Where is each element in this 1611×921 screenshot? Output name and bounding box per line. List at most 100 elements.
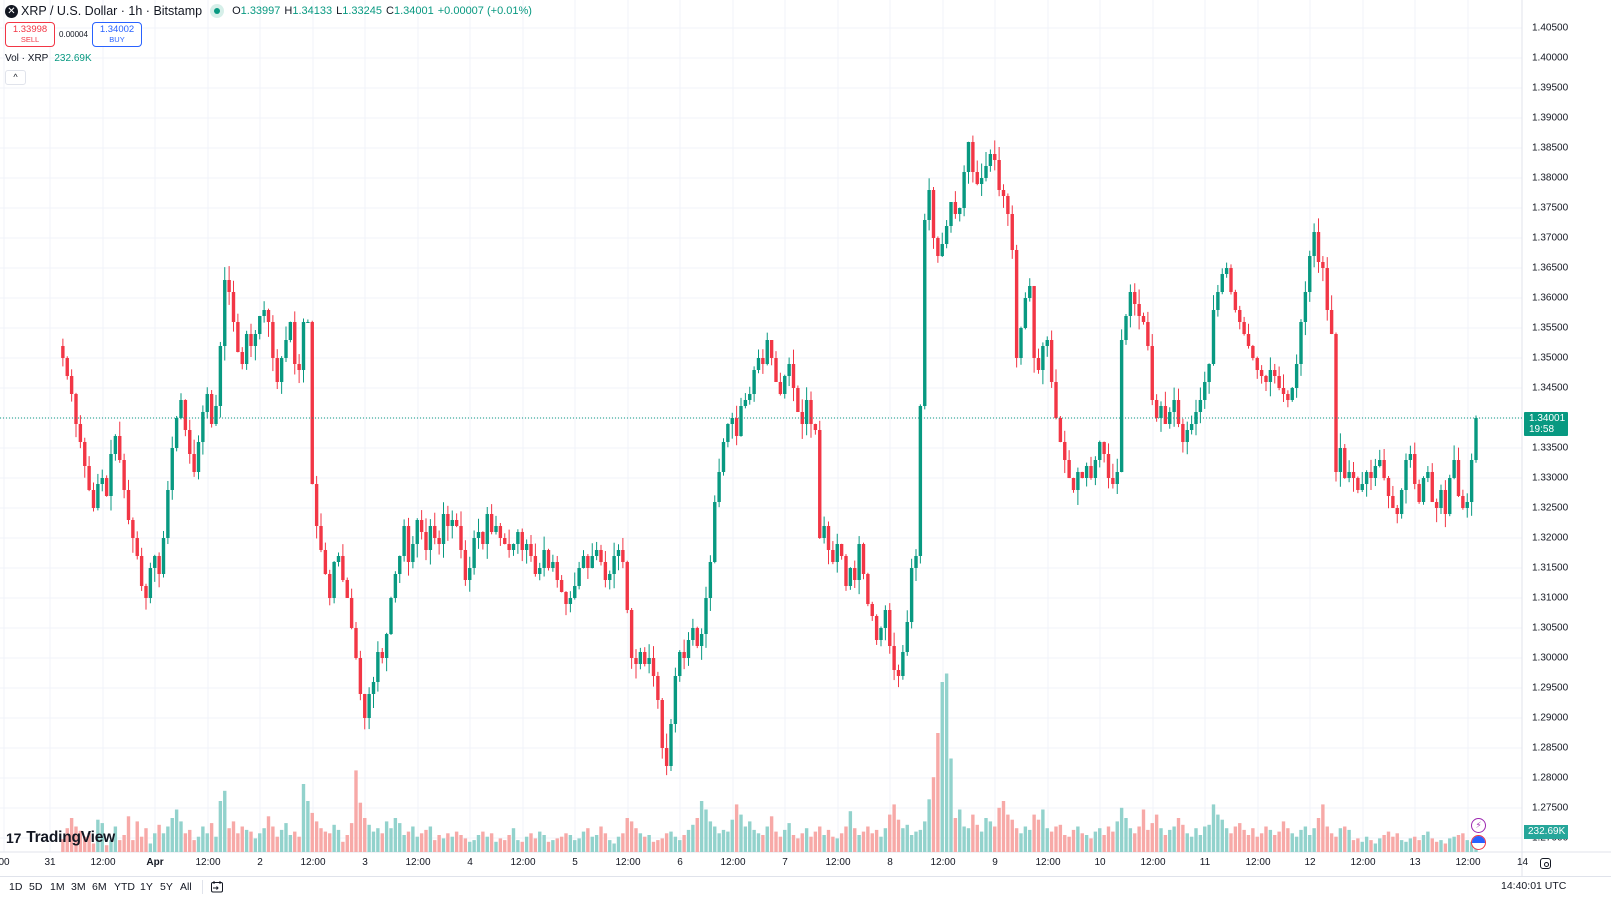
time-tick-label: 12:00 xyxy=(1245,857,1271,868)
bottom-toolbar xyxy=(0,876,1611,921)
time-tick-label: 12:00 xyxy=(930,857,956,868)
range-button-3m[interactable]: 3M xyxy=(71,881,86,893)
buy-price: 1.34002 xyxy=(99,23,135,35)
time-tick-label: 7 xyxy=(782,857,788,868)
time-tick-label: 12:00 xyxy=(1455,857,1481,868)
time-tick-label: 12:00 xyxy=(825,857,851,868)
price-tick-label: 1.33500 xyxy=(1532,442,1569,454)
price-tick-label: 1.35000 xyxy=(1532,352,1569,364)
tradingview-mark-icon: 17 xyxy=(6,830,22,846)
sell-button[interactable]: 1.33998 SELL xyxy=(5,22,55,47)
range-button-5y[interactable]: 5Y xyxy=(160,881,173,893)
price-tick-label: 1.37000 xyxy=(1532,232,1569,244)
trade-panel: 1.33998 SELL 0.00004 1.34002 BUY xyxy=(5,22,142,47)
tradingview-wordmark: TradingView xyxy=(26,829,116,846)
x-circle-icon: ✕ xyxy=(5,4,18,18)
price-tick-label: 1.37500 xyxy=(1532,202,1569,214)
toolbar-divider xyxy=(202,880,203,894)
time-tick-label: 00 xyxy=(0,857,10,868)
time-tick-label: 12:00 xyxy=(90,857,116,868)
time-axis-cut-label: 14 xyxy=(1517,857,1529,868)
spread-value: 0.00004 xyxy=(59,30,88,39)
tradingview-logo[interactable]: 17 TradingView xyxy=(6,829,115,847)
time-tick-label: 3 xyxy=(362,857,368,868)
market-status-icon[interactable] xyxy=(210,4,225,18)
time-tick-label: Apr xyxy=(146,857,164,868)
price-change: +0.00007 (+0.01%) xyxy=(437,5,532,17)
collapse-legend-button[interactable]: ^ xyxy=(5,70,26,85)
price-tick-label: 1.29000 xyxy=(1532,712,1569,724)
price-tick-label: 1.28000 xyxy=(1532,772,1569,784)
price-tick-label: 1.31500 xyxy=(1532,562,1569,574)
range-button-5d[interactable]: 5D xyxy=(29,881,43,893)
price-tick-label: 1.40500 xyxy=(1532,22,1569,34)
symbol-title[interactable]: XRP / U.S. Dollar · 1h · Bitstamp xyxy=(21,4,203,18)
time-tick-label: 12 xyxy=(1304,857,1316,868)
price-tick-label: 1.28500 xyxy=(1532,742,1569,754)
price-tick-label: 1.30000 xyxy=(1532,652,1569,664)
range-button-6m[interactable]: 6M xyxy=(92,881,107,893)
time-tick-label: 12:00 xyxy=(1035,857,1061,868)
price-tick-label: 1.34500 xyxy=(1532,382,1569,394)
price-tick-label: 1.32000 xyxy=(1532,532,1569,544)
calendar-goto-icon[interactable] xyxy=(210,880,224,893)
time-tick-label: 12:00 xyxy=(405,857,431,868)
price-tick-label: 1.32500 xyxy=(1532,502,1569,514)
range-button-all[interactable]: All xyxy=(180,881,192,893)
range-button-1m[interactable]: 1M xyxy=(50,881,65,893)
range-button-ytd[interactable]: YTD xyxy=(114,881,135,893)
price-tick-label: 1.30500 xyxy=(1532,622,1569,634)
symbol-legend: ✕ XRP / U.S. Dollar · 1h · Bitstamp O1.3… xyxy=(5,4,532,18)
time-tick-label: 10 xyxy=(1094,857,1106,868)
sell-price: 1.33998 xyxy=(12,23,48,35)
ohlc-high: H1.34133 xyxy=(284,5,333,17)
ohlc-close: C1.34001 xyxy=(386,5,434,17)
time-tick-label: 12:00 xyxy=(1140,857,1166,868)
buy-button[interactable]: 1.34002 BUY xyxy=(92,22,142,47)
price-tick-label: 1.39000 xyxy=(1532,112,1569,124)
volume-value: 232.69K xyxy=(54,53,92,64)
settings-icon[interactable] xyxy=(1540,858,1551,869)
last-price-value: 1.34001 xyxy=(1529,413,1566,424)
price-tick-label: 1.31000 xyxy=(1532,592,1569,604)
buy-label: BUY xyxy=(109,34,125,44)
time-tick-label: 31 xyxy=(44,857,56,868)
volume-legend[interactable]: Vol · XRP 232.69K xyxy=(5,53,92,64)
price-tick-label: 1.36000 xyxy=(1532,292,1569,304)
price-tick-label: 1.27500 xyxy=(1532,802,1569,814)
ohlc-low: L1.33245 xyxy=(336,5,383,17)
time-tick-label: 12:00 xyxy=(195,857,221,868)
price-tick-label: 1.35500 xyxy=(1532,322,1569,334)
time-tick-label: 11 xyxy=(1199,857,1211,868)
time-tick-label: 12:00 xyxy=(1350,857,1376,868)
price-tick-label: 1.29500 xyxy=(1532,682,1569,694)
time-tick-label: 2 xyxy=(257,857,263,868)
price-tick-label: 1.33000 xyxy=(1532,472,1569,484)
price-tick-label: 1.36500 xyxy=(1532,262,1569,274)
us-flag-event-icon[interactable] xyxy=(1471,835,1486,850)
bar-countdown: 19:58 xyxy=(1529,424,1555,435)
sell-label: SELL xyxy=(20,34,40,44)
time-tick-label: 12:00 xyxy=(300,857,326,868)
price-tick-label: 1.38500 xyxy=(1532,142,1569,154)
time-tick-label: 6 xyxy=(677,857,683,868)
price-tick-label: 1.39500 xyxy=(1532,82,1569,94)
price-tick-label: 1.38000 xyxy=(1532,172,1569,184)
ohlc-open: O1.33997 xyxy=(232,5,281,17)
volume-tag: 232.69K xyxy=(1524,825,1568,839)
lightning-event-icon[interactable]: ⚡ xyxy=(1471,818,1486,833)
range-button-1y[interactable]: 1Y xyxy=(140,881,153,893)
time-tick-label: 9 xyxy=(992,857,998,868)
time-tick-label: 13 xyxy=(1409,857,1421,868)
volume-label: Vol · XRP xyxy=(5,53,49,64)
time-tick-label: 12:00 xyxy=(510,857,536,868)
utc-clock[interactable]: 14:40:01 UTC xyxy=(1501,880,1567,892)
price-tick-label: 1.40000 xyxy=(1532,52,1569,64)
time-tick-label: 4 xyxy=(467,857,473,868)
last-price-tag: 1.34001 19:58 xyxy=(1524,412,1568,436)
time-tick-label: 8 xyxy=(887,857,893,868)
time-tick-label: 5 xyxy=(572,857,578,868)
range-button-1d[interactable]: 1D xyxy=(9,881,23,893)
